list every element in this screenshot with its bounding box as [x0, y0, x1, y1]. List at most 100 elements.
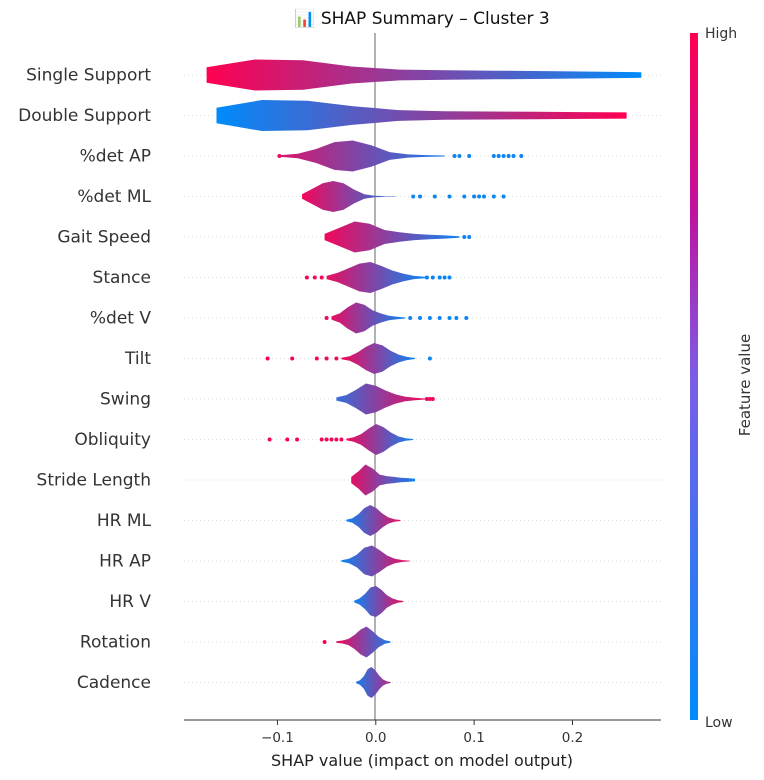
outlier-dot	[501, 154, 506, 158]
outlier-dot	[511, 154, 516, 158]
outlier-dot	[482, 194, 486, 199]
outlier-dot	[324, 356, 329, 361]
violin-shape	[346, 424, 414, 455]
outlier-dot	[329, 437, 334, 442]
chart-title: 📊 SHAP Summary – Cluster 3	[294, 8, 549, 29]
outlier-dot	[285, 437, 290, 442]
outlier-dot	[339, 437, 344, 442]
x-ticks: −0.1 0.0 0.1 0.2	[261, 720, 583, 746]
feature-label: %det AP	[80, 147, 151, 167]
outlier-dot	[265, 356, 270, 361]
violin-shape	[341, 545, 411, 577]
outlier-dot	[290, 356, 295, 361]
colorbar-title: Feature value	[736, 334, 754, 436]
outlier-dot	[454, 316, 459, 320]
outlier-dot	[424, 275, 429, 280]
outlier-dot	[447, 194, 452, 199]
colorbar	[690, 33, 698, 720]
violin-shape	[302, 181, 396, 212]
outlier-dot	[437, 316, 442, 320]
outlier-dot	[267, 437, 272, 442]
outlier-dot	[442, 275, 447, 280]
feature-label: HR ML	[97, 511, 152, 531]
outlier-dot	[519, 154, 524, 158]
outlier-dot	[427, 356, 432, 361]
violin-shape	[354, 586, 404, 617]
outlier-dot	[427, 397, 432, 401]
outlier-dot	[418, 316, 422, 320]
outlier-dot	[324, 437, 329, 442]
outlier-dot	[472, 194, 477, 199]
outlier-dot	[464, 316, 469, 320]
outlier-dot	[430, 397, 435, 401]
colorbar-high-label: High	[705, 26, 737, 42]
feature-label: Double Support	[18, 106, 151, 126]
outlier-dot	[432, 194, 437, 199]
x-tick-label: 0.0	[365, 730, 386, 746]
feature-label: %det V	[90, 309, 151, 329]
outlier-dot	[501, 194, 506, 199]
outlier-dot	[322, 640, 327, 644]
outlier-dot	[447, 275, 452, 280]
outlier-dot	[408, 316, 413, 320]
outlier-dot	[277, 154, 282, 158]
outlier-dot	[496, 154, 501, 158]
outlier-dot	[462, 235, 467, 239]
outlier-dot	[491, 154, 496, 158]
feature-label: Stride Length	[37, 471, 151, 491]
outlier-dot	[319, 437, 324, 442]
outlier-dot	[506, 154, 511, 158]
outlier-dot	[491, 194, 496, 199]
outlier-dot	[477, 194, 482, 199]
violin-shape	[331, 302, 406, 334]
outlier-dot	[314, 356, 319, 361]
outlier-dot	[424, 397, 429, 401]
outlier-dot	[312, 275, 317, 280]
outlier-dot	[334, 437, 339, 442]
violin-shape	[326, 262, 425, 293]
feature-label: %det ML	[77, 187, 151, 207]
feature-labels: Single Support Double Support %det AP %det …	[18, 66, 151, 694]
violin-shape	[206, 59, 642, 91]
feature-label: Cadence	[77, 673, 151, 693]
outlier-dot	[452, 154, 457, 158]
x-tick-label: 0.1	[463, 730, 484, 746]
violin-shape	[336, 383, 425, 415]
outlier-dot	[295, 437, 300, 442]
feature-label: Rotation	[80, 633, 151, 653]
outlier-dot	[334, 356, 339, 361]
outlier-dot	[462, 194, 467, 199]
violin-shape	[336, 626, 391, 658]
violin-shape	[216, 100, 627, 131]
violins	[206, 59, 642, 698]
violin-shape	[279, 140, 445, 172]
feature-label: HR AP	[99, 552, 151, 572]
outlier-dot	[467, 154, 472, 158]
feature-label: Stance	[93, 268, 151, 288]
feature-label: Single Support	[26, 66, 151, 86]
outlier-dot	[430, 275, 435, 280]
x-tick-label: 0.2	[562, 730, 583, 746]
violin-shape	[346, 505, 401, 536]
outlier-dot	[447, 316, 452, 320]
outlier-dot	[324, 316, 329, 320]
colorbar-low-label: Low	[705, 715, 733, 731]
violin-shape	[341, 343, 416, 374]
feature-label: Obliquity	[74, 430, 151, 450]
outlier-dot	[437, 275, 442, 280]
violin-shape	[351, 464, 416, 496]
feature-label: Gait Speed	[57, 228, 151, 248]
outlier-dot	[457, 154, 462, 158]
outlier-dot	[304, 275, 309, 280]
outlier-dot	[411, 194, 416, 199]
x-axis-label: SHAP value (impact on model output)	[271, 751, 573, 770]
violin-shape	[324, 221, 460, 253]
feature-label: Tilt	[124, 349, 151, 369]
outlier-dot	[467, 235, 472, 239]
outlier-dot	[319, 275, 324, 280]
outlier-dot	[427, 316, 432, 320]
feature-gridlines	[184, 74, 661, 683]
violin-shape	[356, 667, 391, 698]
x-tick-label: −0.1	[261, 730, 294, 746]
